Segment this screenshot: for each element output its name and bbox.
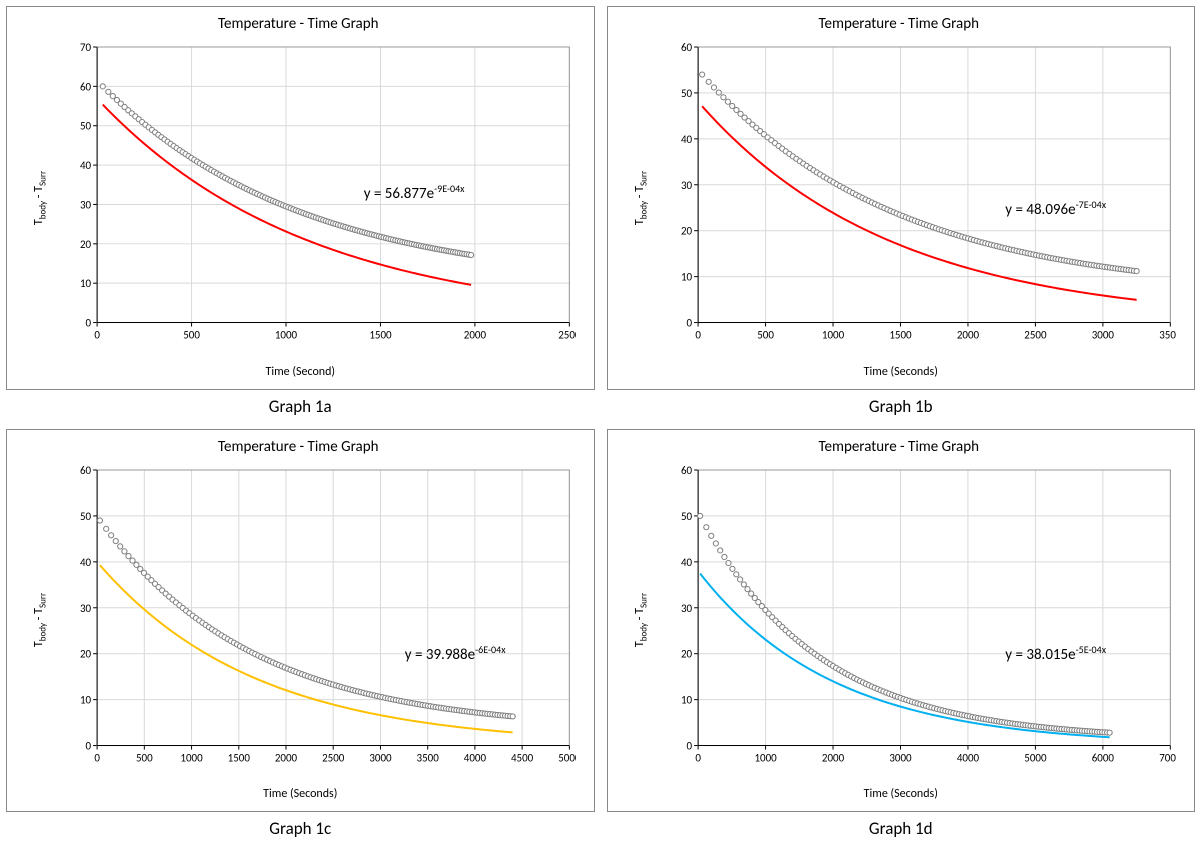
svg-text:5000: 5000 bbox=[558, 751, 575, 764]
svg-text:60: 60 bbox=[680, 41, 692, 54]
svg-text:40: 40 bbox=[80, 555, 92, 568]
svg-text:20: 20 bbox=[680, 225, 692, 238]
chart-title: Temperature - Time Graph bbox=[15, 438, 582, 456]
chart-box: Temperature - Time Graph Tbody - TSurr 0… bbox=[607, 6, 1196, 390]
x-axis-label: Time (Seconds) bbox=[7, 787, 594, 801]
chart-caption: Graph 1c bbox=[269, 818, 331, 839]
chart-title: Temperature - Time Graph bbox=[15, 15, 582, 33]
svg-text:3000: 3000 bbox=[889, 751, 912, 764]
chart-svg: 0 500 1000 1500 2000 2500 3000 3500 0 10 20 30 40 50 6… bbox=[664, 41, 1177, 349]
chart-box: Temperature - Time Graph Tbody - TSurr 0… bbox=[607, 429, 1196, 813]
x-axis-label: Time (Seconds) bbox=[608, 787, 1195, 801]
chart-svg: 0500100015002000250030003500400045005000… bbox=[63, 464, 576, 772]
svg-text:30: 30 bbox=[80, 198, 92, 211]
svg-text:6000: 6000 bbox=[1091, 751, 1114, 764]
svg-text:1000: 1000 bbox=[275, 329, 298, 342]
svg-text:2000: 2000 bbox=[821, 751, 844, 764]
svg-text:4000: 4000 bbox=[956, 751, 979, 764]
svg-text:30: 30 bbox=[80, 601, 92, 614]
chart-caption: Graph 1d bbox=[869, 818, 933, 839]
svg-text:70: 70 bbox=[80, 41, 92, 54]
svg-text:0: 0 bbox=[86, 317, 92, 330]
svg-text:2500: 2500 bbox=[1024, 329, 1047, 342]
svg-text:10: 10 bbox=[80, 277, 92, 290]
chart-title: Temperature - Time Graph bbox=[616, 438, 1183, 456]
equation-label: y = 56.877e-9E-04x bbox=[364, 182, 465, 203]
svg-text:50: 50 bbox=[80, 509, 92, 522]
chart-caption: Graph 1b bbox=[869, 396, 933, 417]
svg-text:50: 50 bbox=[680, 509, 692, 522]
equation-label: y = 48.096e-7E-04x bbox=[1005, 198, 1106, 219]
svg-text:0: 0 bbox=[686, 739, 692, 752]
svg-text:40: 40 bbox=[680, 133, 692, 146]
equation-label: y = 39.988e-6E-04x bbox=[405, 643, 506, 664]
plot-area: 0 500 1000 1500 2000 2500 0 10 20 30 40 50 60 70 bbox=[63, 41, 576, 349]
svg-text:40: 40 bbox=[80, 159, 92, 172]
svg-text:20: 20 bbox=[680, 647, 692, 660]
chart-box: Temperature - Time Graph Tbody - TSurr 0… bbox=[6, 6, 595, 390]
plot-area: 0500100015002000250030003500400045005000… bbox=[63, 464, 576, 772]
svg-text:2000: 2000 bbox=[956, 329, 979, 342]
x-axis-label: Time (Second) bbox=[7, 365, 594, 379]
svg-text:20: 20 bbox=[80, 238, 92, 251]
y-axis-label: Tbody - TSurr bbox=[32, 171, 48, 225]
svg-text:10: 10 bbox=[680, 693, 692, 706]
svg-text:10: 10 bbox=[680, 271, 692, 284]
svg-text:60: 60 bbox=[80, 464, 92, 477]
svg-text:2000: 2000 bbox=[275, 751, 298, 764]
chart-title: Temperature - Time Graph bbox=[616, 15, 1183, 33]
svg-text:0: 0 bbox=[94, 751, 100, 764]
svg-text:30: 30 bbox=[680, 179, 692, 192]
svg-text:2500: 2500 bbox=[558, 329, 575, 342]
svg-text:1000: 1000 bbox=[180, 751, 203, 764]
svg-text:500: 500 bbox=[183, 329, 200, 342]
svg-text:60: 60 bbox=[80, 80, 92, 93]
svg-text:500: 500 bbox=[136, 751, 153, 764]
equation-label: y = 38.015e-5E-04x bbox=[1005, 643, 1106, 664]
svg-text:4500: 4500 bbox=[511, 751, 534, 764]
chart-caption: Graph 1a bbox=[269, 396, 332, 417]
svg-text:1000: 1000 bbox=[821, 329, 844, 342]
svg-text:60: 60 bbox=[680, 464, 692, 477]
y-axis-label: Tbody - TSurr bbox=[632, 171, 648, 225]
svg-text:2000: 2000 bbox=[464, 329, 487, 342]
svg-text:500: 500 bbox=[757, 329, 774, 342]
svg-text:1000: 1000 bbox=[754, 751, 777, 764]
svg-text:7000: 7000 bbox=[1159, 751, 1176, 764]
svg-text:30: 30 bbox=[680, 601, 692, 614]
svg-text:2500: 2500 bbox=[322, 751, 345, 764]
svg-text:1500: 1500 bbox=[228, 751, 251, 764]
chart-panel-1b: Temperature - Time Graph Tbody - TSurr 0… bbox=[607, 6, 1196, 417]
chart-box: Temperature - Time Graph Tbody - TSurr 0… bbox=[6, 429, 595, 813]
svg-text:3000: 3000 bbox=[1091, 329, 1114, 342]
svg-text:0: 0 bbox=[695, 329, 701, 342]
svg-text:5000: 5000 bbox=[1024, 751, 1047, 764]
svg-text:3000: 3000 bbox=[369, 751, 392, 764]
x-axis-label: Time (Seconds) bbox=[608, 365, 1195, 379]
svg-text:0: 0 bbox=[686, 317, 692, 330]
chart-svg: 0 1000 2000 3000 4000 5000 6000 7000 0 10 20 30 40 50… bbox=[664, 464, 1177, 772]
svg-text:0: 0 bbox=[86, 739, 92, 752]
chart-panel-1a: Temperature - Time Graph Tbody - TSurr 0… bbox=[6, 6, 595, 417]
svg-text:3500: 3500 bbox=[417, 751, 440, 764]
svg-text:1500: 1500 bbox=[369, 329, 392, 342]
y-axis-label: Tbody - TSurr bbox=[632, 593, 648, 647]
svg-text:50: 50 bbox=[80, 120, 92, 133]
plot-area: 0 1000 2000 3000 4000 5000 6000 7000 0 10 20 30 40 50… bbox=[664, 464, 1177, 772]
chart-panel-1c: Temperature - Time Graph Tbody - TSurr 0… bbox=[6, 429, 595, 840]
svg-text:20: 20 bbox=[80, 647, 92, 660]
svg-text:4000: 4000 bbox=[464, 751, 487, 764]
svg-text:1500: 1500 bbox=[889, 329, 912, 342]
y-axis-label: Tbody - TSurr bbox=[32, 593, 48, 647]
chart-svg: 0 500 1000 1500 2000 2500 0 10 20 30 40 50 60 70 bbox=[63, 41, 576, 349]
plot-area: 0 500 1000 1500 2000 2500 3000 3500 0 10 20 30 40 50 6… bbox=[664, 41, 1177, 349]
svg-text:50: 50 bbox=[680, 87, 692, 100]
svg-text:3500: 3500 bbox=[1159, 329, 1176, 342]
svg-text:0: 0 bbox=[695, 751, 701, 764]
svg-text:0: 0 bbox=[94, 329, 100, 342]
chart-panel-1d: Temperature - Time Graph Tbody - TSurr 0… bbox=[607, 429, 1196, 840]
svg-text:40: 40 bbox=[680, 555, 692, 568]
svg-text:10: 10 bbox=[80, 693, 92, 706]
